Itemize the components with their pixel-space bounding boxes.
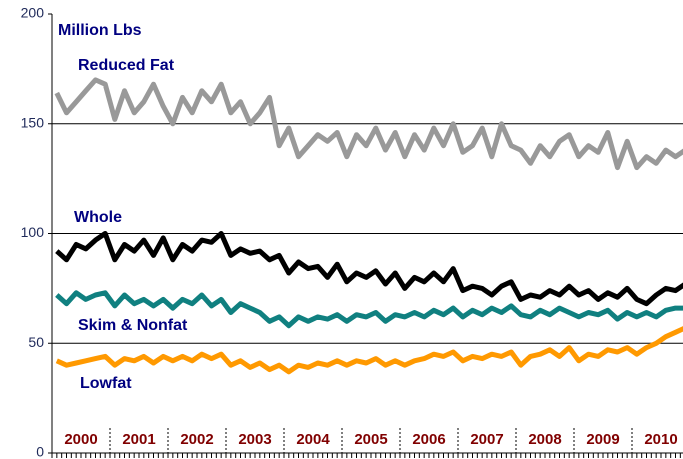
series-label: Whole bbox=[74, 209, 122, 226]
x-tick-label: 2002 bbox=[180, 431, 213, 448]
x-tick-label: 2003 bbox=[238, 431, 271, 448]
y-tick-label: 200 bbox=[21, 5, 45, 21]
series-label: Reduced Fat bbox=[78, 57, 175, 74]
x-tick-label: 2009 bbox=[586, 431, 619, 448]
y-tick-label: 100 bbox=[21, 224, 45, 240]
plot: 0 50 100 150 200 2000 2001 2002 2003 2004 2005 2006… bbox=[21, 5, 683, 459]
series-line bbox=[55, 290, 683, 329]
series-line bbox=[55, 326, 683, 375]
x-tick-label: 2007 bbox=[470, 431, 503, 448]
y-tick-label: 50 bbox=[28, 334, 44, 350]
series-label: Skim & Nonfat bbox=[78, 317, 188, 334]
x-tick-label: 2001 bbox=[122, 431, 155, 448]
x-tick-label: 2004 bbox=[296, 431, 330, 448]
x-tick-label: 2000 bbox=[64, 431, 97, 448]
x-tick-label: 2010 bbox=[644, 431, 677, 448]
x-tick-label: 2008 bbox=[528, 431, 561, 448]
x-tick-label: 2005 bbox=[354, 431, 387, 448]
series-label: Lowfat bbox=[80, 375, 132, 392]
series-line bbox=[55, 231, 683, 307]
y-axis-label: Million Lbs bbox=[58, 22, 142, 39]
x-tick-label: 2006 bbox=[412, 431, 445, 448]
series-line bbox=[54, 77, 683, 171]
y-tick-label: 0 bbox=[36, 444, 44, 459]
y-tick-label: 150 bbox=[21, 114, 45, 130]
